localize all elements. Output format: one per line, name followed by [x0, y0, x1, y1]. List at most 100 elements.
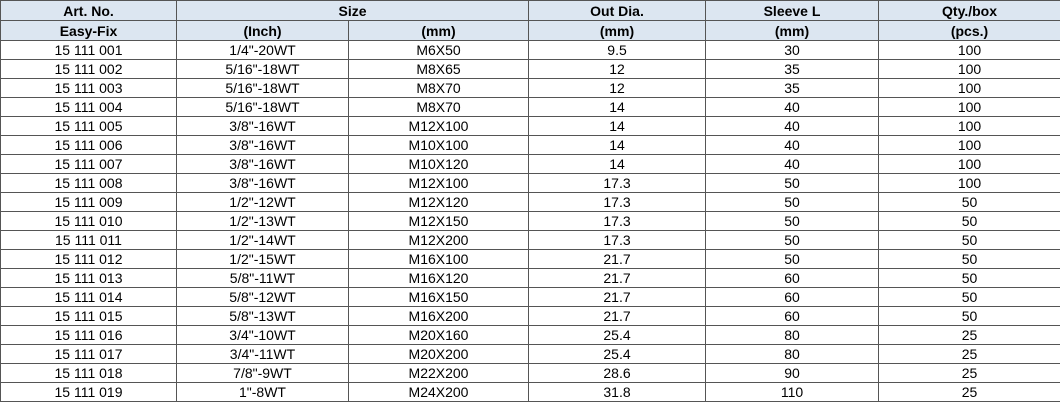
size-mm-cell: M12X120 [347, 192, 530, 212]
size-inch-cell: 1/4"-20WT [176, 40, 349, 60]
sleeve-length-cell: 40 [705, 116, 880, 136]
art-no-cell: 15 111 018 [0, 363, 177, 383]
sleeve-length-cell: 60 [705, 268, 880, 288]
qty-per-box-cell: 25 [878, 325, 1060, 345]
table-row: 15 111 011 1/2"-14WT M12X200 17.3 50 50 [0, 230, 1060, 250]
sleeve-length-cell: 40 [705, 97, 880, 117]
table-row: 15 111 007 3/8"-16WT M10X120 14 40 100 [0, 154, 1060, 174]
sleeve-length-cell: 90 [705, 363, 880, 383]
sleeve-length-cell: 40 [705, 154, 880, 174]
sleeve-length-cell: 50 [705, 173, 880, 193]
inch-header: (Inch) [176, 20, 349, 41]
qty-per-box-cell: 100 [878, 173, 1060, 193]
table-row: 15 111 003 5/16"-18WT M8X70 12 35 100 [0, 78, 1060, 98]
art-no-cell: 15 111 012 [0, 249, 177, 269]
qty-per-box-cell: 100 [878, 97, 1060, 117]
size-inch-cell: 5/16"-18WT [176, 59, 349, 79]
table-row: 15 111 017 3/4"-11WT M20X200 25.4 80 25 [0, 344, 1060, 364]
qty-per-box-cell: 25 [878, 344, 1060, 364]
size-mm-cell: M10X120 [347, 154, 530, 174]
out-dia-cell: 31.8 [528, 382, 707, 402]
out-dia-cell: 14 [528, 97, 707, 117]
sleeve-length-cell: 35 [705, 78, 880, 98]
size-mm-cell: M8X65 [347, 59, 530, 79]
size-inch-cell: 3/4"-10WT [176, 325, 349, 345]
sleeve-length-cell: 50 [705, 230, 880, 250]
easy-fix-header: Easy-Fix [0, 20, 177, 41]
size-inch-cell: 1/2"-13WT [176, 211, 349, 231]
out-dia-cell: 14 [528, 116, 707, 136]
qty-header: Qty./box [878, 0, 1060, 21]
out-dia-cell: 25.4 [528, 325, 707, 345]
table-row: 15 111 012 1/2"-15WT M16X100 21.7 50 50 [0, 249, 1060, 269]
out-dia-unit: (mm) [528, 20, 707, 41]
out-dia-cell: 25.4 [528, 344, 707, 364]
table-row: 15 111 019 1"-8WT M24X200 31.8 110 25 [0, 382, 1060, 402]
art-no-cell: 15 111 006 [0, 135, 177, 155]
sleeve-length-cell: 110 [705, 382, 880, 402]
table-row: 15 111 001 1/4"-20WT M6X50 9.5 30 100 [0, 40, 1060, 60]
out-dia-cell: 21.7 [528, 306, 707, 326]
art-no-cell: 15 111 002 [0, 59, 177, 79]
size-inch-cell: 5/8"-12WT [176, 287, 349, 307]
table-row: 15 111 008 3/8"-16WT M12X100 17.3 50 100 [0, 173, 1060, 193]
sleeve-length-cell: 80 [705, 325, 880, 345]
size-mm-cell: M6X50 [347, 40, 530, 60]
table-row: 15 111 005 3/8"-16WT M12X100 14 40 100 [0, 116, 1060, 136]
size-mm-cell: M20X200 [347, 344, 530, 364]
sleeve-length-cell: 80 [705, 344, 880, 364]
size-mm-cell: M10X100 [347, 135, 530, 155]
header-row: Art. No. Size Out Dia. Sleeve L Qty./box [0, 0, 1060, 21]
out-dia-header: Out Dia. [528, 0, 707, 21]
art-no-cell: 15 111 019 [0, 382, 177, 402]
art-no-cell: 15 111 003 [0, 78, 177, 98]
size-header: Size [175, 0, 530, 21]
qty-per-box-cell: 50 [878, 287, 1060, 307]
size-mm-cell: M20X160 [347, 325, 530, 345]
sleeve-length-cell: 50 [705, 249, 880, 269]
out-dia-cell: 9.5 [528, 40, 707, 60]
sleeve-length-cell: 35 [705, 59, 880, 79]
art-no-cell: 15 111 008 [0, 173, 177, 193]
out-dia-cell: 17.3 [528, 230, 707, 250]
size-mm-cell: M16X120 [347, 268, 530, 288]
size-mm-cell: M12X200 [347, 230, 530, 250]
out-dia-cell: 17.3 [528, 192, 707, 212]
size-mm-cell: M12X100 [347, 173, 530, 193]
out-dia-cell: 12 [528, 59, 707, 79]
qty-per-box-cell: 50 [878, 306, 1060, 326]
size-inch-cell: 5/16"-18WT [176, 97, 349, 117]
qty-per-box-cell: 100 [878, 78, 1060, 98]
art-no-cell: 15 111 017 [0, 344, 177, 364]
out-dia-cell: 17.3 [528, 211, 707, 231]
sleeve-length-cell: 60 [705, 306, 880, 326]
qty-per-box-cell: 100 [878, 116, 1060, 136]
table-row: 15 111 013 5/8"-11WT M16X120 21.7 60 50 [0, 268, 1060, 288]
out-dia-cell: 14 [528, 154, 707, 174]
table-row: 15 111 014 5/8"-12WT M16X150 21.7 60 50 [0, 287, 1060, 307]
art-no-cell: 15 111 004 [0, 97, 177, 117]
out-dia-cell: 21.7 [528, 249, 707, 269]
art-no-cell: 15 111 009 [0, 192, 177, 212]
size-mm-cell: M8X70 [347, 78, 530, 98]
sleeve-length-cell: 50 [705, 211, 880, 231]
size-inch-cell: 5/16"-18WT [176, 78, 349, 98]
size-mm-cell: M8X70 [347, 97, 530, 117]
qty-per-box-cell: 50 [878, 268, 1060, 288]
size-inch-cell: 5/8"-11WT [176, 268, 349, 288]
art-no-cell: 15 111 010 [0, 211, 177, 231]
table-row: 15 111 018 7/8"-9WT M22X200 28.6 90 25 [0, 363, 1060, 383]
art-no-cell: 15 111 013 [0, 268, 177, 288]
size-inch-cell: 3/8"-16WT [176, 116, 349, 136]
sleeve-length-cell: 30 [705, 40, 880, 60]
size-mm-cell: M16X200 [347, 306, 530, 326]
size-mm-cell: M22X200 [347, 363, 530, 383]
sleeve-length-cell: 50 [705, 192, 880, 212]
sleeve-unit: (mm) [705, 20, 880, 41]
size-mm-cell: M24X200 [347, 382, 530, 402]
qty-per-box-cell: 50 [878, 211, 1060, 231]
mm-header: (mm) [347, 20, 530, 41]
size-inch-cell: 1"-8WT [176, 382, 349, 402]
qty-unit: (pcs.) [878, 20, 1060, 41]
